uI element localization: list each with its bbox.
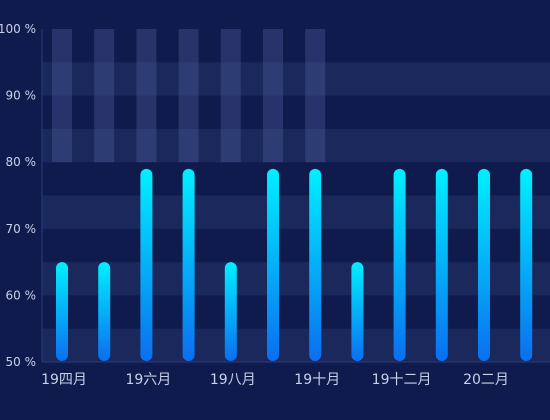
- x-axis-ticks: 19四月 19六月 19八月 19十月 19十二月 20二月: [41, 372, 509, 388]
- x-tick-label: 20二月: [463, 372, 509, 388]
- x-tick-label: 19六月: [125, 372, 171, 388]
- x-tick-label: 19十月: [294, 372, 340, 388]
- bar: [478, 168, 490, 361]
- grid-band: [42, 62, 550, 96]
- bar: [56, 262, 68, 361]
- column-highlight: [305, 29, 326, 163]
- bar: [267, 168, 279, 361]
- bar: [98, 262, 111, 361]
- column-highlight: [52, 29, 72, 163]
- y-tick-label: 90 %: [6, 89, 37, 103]
- bar: [393, 168, 406, 361]
- background-bands: [42, 62, 550, 362]
- column-highlight: [136, 29, 157, 163]
- y-tick-label: 70 %: [6, 222, 37, 236]
- bars: [56, 168, 533, 361]
- bar: [351, 262, 364, 361]
- x-tick-label: 19十二月: [372, 372, 432, 388]
- x-tick-label: 19八月: [210, 372, 256, 388]
- column-highlights: [52, 29, 326, 163]
- x-tick-label: 19四月: [41, 372, 87, 388]
- column-highlight: [178, 29, 199, 163]
- bar: [309, 168, 322, 361]
- grid-band: [42, 328, 550, 362]
- grid-band: [42, 128, 550, 163]
- bar: [140, 168, 153, 361]
- y-tick-label: 80 %: [6, 155, 37, 169]
- bar: [435, 168, 448, 361]
- column-highlight: [94, 29, 115, 163]
- y-axis-ticks: 50 % 60 % 70 % 80 % 90 % 100 %: [0, 22, 36, 369]
- y-tick-label: 100 %: [0, 22, 36, 36]
- column-highlight: [220, 29, 241, 163]
- bar: [520, 168, 533, 361]
- bar: [182, 168, 195, 361]
- grid-band: [42, 262, 550, 296]
- y-tick-label: 50 %: [6, 355, 37, 369]
- column-highlight: [263, 29, 283, 163]
- bar: [224, 262, 237, 361]
- grid-band: [42, 195, 550, 229]
- y-tick-label: 60 %: [6, 288, 37, 302]
